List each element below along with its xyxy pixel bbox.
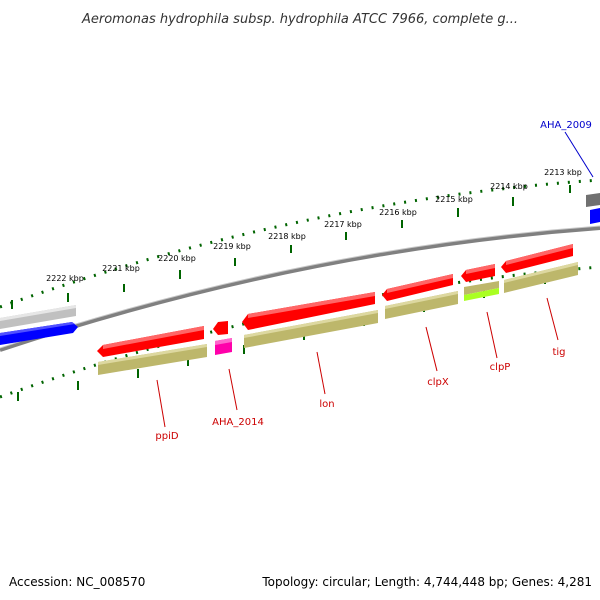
leader-clpX bbox=[425, 326, 438, 372]
gene-labels: AHA_2009 tig clpP clpX lon AHA_2014 ppiD bbox=[155, 120, 591, 442]
leader-clpP bbox=[486, 311, 498, 359]
tick-label: 2216 kbp bbox=[379, 208, 417, 217]
tick-label: 2220 kbp bbox=[158, 254, 196, 263]
feature-left-blue[interactable] bbox=[0, 322, 78, 345]
lime-bar-clpP[interactable] bbox=[464, 288, 499, 301]
outer-ruler-dots bbox=[0, 178, 600, 309]
gene-label-clpP[interactable]: clpP bbox=[490, 362, 511, 373]
outer-ruler bbox=[0, 178, 600, 309]
gene-label-AHA_2014[interactable]: AHA_2014 bbox=[212, 417, 264, 428]
tick-label: 2217 kbp bbox=[324, 220, 362, 229]
gene-AHA_2014-forward[interactable] bbox=[213, 321, 228, 335]
olive-bar-lon[interactable] bbox=[244, 310, 378, 348]
gene-label-tig[interactable]: tig bbox=[552, 347, 565, 358]
gene-ppiD-forward[interactable] bbox=[97, 326, 204, 357]
gene-clpX-forward[interactable] bbox=[382, 274, 453, 301]
magenta-bar-AHA_2014[interactable] bbox=[215, 338, 232, 355]
gene-label-AHA_2009[interactable]: AHA_2009 bbox=[540, 120, 592, 131]
tick-label: 2214 kbp bbox=[490, 182, 528, 191]
accession-text: Accession: NC_008570 bbox=[9, 575, 145, 589]
tick-label: 2222 kbp bbox=[46, 274, 84, 283]
inner-ruler-dots bbox=[0, 265, 600, 399]
feature-right-blue[interactable] bbox=[590, 208, 600, 224]
tick-label: 2218 kbp bbox=[268, 232, 306, 241]
tick-label: 2221 kbp bbox=[102, 264, 140, 273]
gene-tig-forward[interactable] bbox=[501, 244, 573, 273]
gene-lon-forward[interactable] bbox=[242, 292, 375, 330]
backbone-arc bbox=[0, 226, 600, 352]
olive-bar-clpP[interactable] bbox=[464, 281, 499, 295]
tick-label: 2213 kbp bbox=[544, 168, 582, 177]
leader-ppiD bbox=[156, 379, 166, 428]
backbone-arc-highlight bbox=[0, 225, 600, 349]
gene-label-lon[interactable]: lon bbox=[319, 399, 334, 410]
olive-bar-tig[interactable] bbox=[504, 262, 578, 293]
tick-labels: 2213 kbp 2214 kbp 2215 kbp 2216 kbp 2217… bbox=[46, 168, 582, 283]
summary-text: Topology: circular; Length: 4,744,448 bp… bbox=[261, 575, 592, 589]
tick-label: 2219 kbp bbox=[213, 242, 251, 251]
leader-tig bbox=[546, 297, 559, 341]
major-ticks bbox=[11, 185, 571, 309]
gene-clpP-forward[interactable] bbox=[461, 264, 495, 282]
inner-ruler bbox=[0, 265, 600, 399]
feature-right-dark[interactable] bbox=[586, 193, 600, 207]
leader-AHA_2009 bbox=[564, 131, 594, 178]
leader-AHA_2014 bbox=[228, 368, 238, 411]
feature-left-gray[interactable] bbox=[0, 305, 76, 329]
label-leaders bbox=[156, 131, 594, 428]
map-title: Aeromonas hydrophila subsp. hydrophila A… bbox=[81, 12, 518, 27]
olive-bar-clpX[interactable] bbox=[385, 291, 458, 319]
olive-bar-ppiD[interactable] bbox=[98, 344, 207, 375]
gene-label-ppiD[interactable]: ppiD bbox=[155, 431, 178, 442]
leader-lon bbox=[316, 351, 326, 395]
gene-label-clpX[interactable]: clpX bbox=[427, 377, 449, 388]
tick-label: 2215 kbp bbox=[435, 195, 473, 204]
